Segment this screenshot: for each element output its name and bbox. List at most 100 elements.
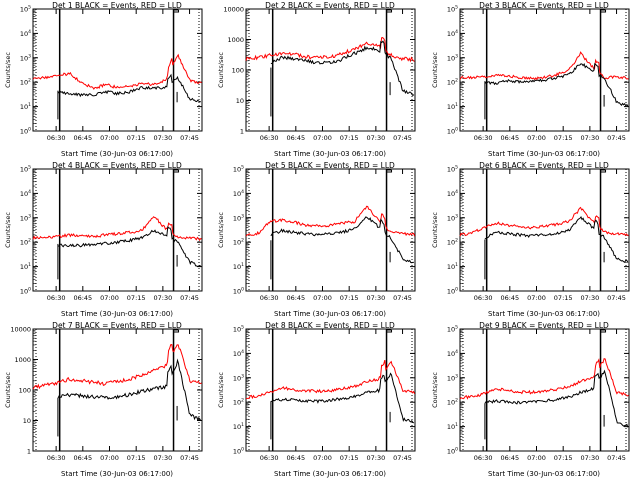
x-tick-label: 07:45 <box>607 294 626 302</box>
x-axis-label: Start Time (30-Jun-03 06:17:00) <box>274 150 386 158</box>
y-tick-label: 103 <box>447 53 458 62</box>
y-tick-label: 105 <box>447 325 458 334</box>
plot-frame <box>459 328 630 452</box>
chart-title: Det 7 BLACK = Events, RED = LLD <box>52 321 182 330</box>
x-axis-label: Start Time (30-Jun-03 06:17:00) <box>274 310 386 318</box>
series-lld-line <box>32 216 202 242</box>
y-tick-label: 103 <box>233 213 244 222</box>
x-tick-label: 07:45 <box>180 454 199 462</box>
bracket-marker <box>386 9 393 13</box>
y-tick-label: 104 <box>447 29 458 38</box>
y-tick-label: 101 <box>447 102 458 111</box>
y-tick-label: 101 <box>233 262 244 271</box>
y-tick-label: 100 <box>447 127 458 136</box>
y-tick-label: 100 <box>20 287 31 296</box>
chart-det-4: Det 4 BLACK = Events, RED = LLD Counts/se… <box>4 161 203 318</box>
plot-frame <box>245 168 416 292</box>
x-tick-label: 07:00 <box>313 294 332 302</box>
x-tick-label: 07:00 <box>527 454 546 462</box>
y-tick-label: 101 <box>20 262 31 271</box>
x-tick-label: 07:45 <box>180 134 199 142</box>
plot-frame <box>32 168 203 292</box>
y-axis-label: Counts/sec <box>217 52 225 88</box>
y-axis-label: Counts/sec <box>4 372 12 408</box>
series-lld-line <box>459 206 629 237</box>
y-tick-label: 100 <box>19 387 31 395</box>
x-tick-label: 07:00 <box>100 134 119 142</box>
series-events-line <box>57 358 202 422</box>
y-tick-label: 102 <box>447 78 458 87</box>
plot-frame <box>459 8 630 132</box>
x-tick-label: 07:45 <box>393 294 412 302</box>
chart-title: Det 5 BLACK = Events, RED = LLD <box>265 161 395 170</box>
y-tick-label: 101 <box>447 262 458 271</box>
x-tick-label: 06:30 <box>47 294 66 302</box>
y-tick-label: 10 <box>23 417 31 425</box>
series-events-line <box>57 225 202 268</box>
x-tick-label: 06:30 <box>260 294 279 302</box>
series-events-line <box>484 369 629 428</box>
x-tick-label: 07:15 <box>554 294 573 302</box>
x-tick-label: 06:30 <box>474 294 493 302</box>
y-tick-label: 102 <box>233 238 244 247</box>
x-tick-label: 07:15 <box>127 294 146 302</box>
x-tick-label: 07:30 <box>580 454 599 462</box>
chart-title: Det 1 BLACK = Events, RED = LLD <box>52 1 182 10</box>
series-lld-line <box>459 51 629 81</box>
plot-frame <box>459 168 630 292</box>
x-tick-label: 07:30 <box>366 134 385 142</box>
y-tick-label: 103 <box>20 53 31 62</box>
x-tick-label: 07:15 <box>340 294 359 302</box>
bracket-marker <box>173 169 180 173</box>
x-tick-label: 07:15 <box>554 134 573 142</box>
x-tick-label: 07:15 <box>340 454 359 462</box>
y-tick-label: 104 <box>20 29 31 38</box>
y-tick-label: 100 <box>233 447 244 456</box>
x-tick-label: 06:45 <box>286 134 305 142</box>
y-tick-label: 105 <box>233 165 244 174</box>
chart-det-7: Det 7 BLACK = Events, RED = LLD Counts/se… <box>4 321 203 478</box>
y-tick-label: 104 <box>447 349 458 358</box>
y-tick-label: 102 <box>447 238 458 247</box>
series-lld-line <box>459 357 629 400</box>
y-tick-label: 105 <box>20 5 31 14</box>
x-axis-label: Start Time (30-Jun-03 06:17:00) <box>488 470 600 478</box>
y-tick-label: 105 <box>20 165 31 174</box>
x-tick-label: 07:30 <box>366 454 385 462</box>
y-axis-label: Counts/sec <box>4 212 12 248</box>
chart-det-5: Det 5 BLACK = Events, RED = LLD Counts/se… <box>217 161 416 318</box>
y-tick-label: 104 <box>233 189 244 198</box>
x-tick-label: 06:45 <box>286 454 305 462</box>
y-tick-label: 100 <box>447 287 458 296</box>
y-tick-label: 102 <box>447 398 458 407</box>
y-tick-label: 104 <box>20 189 31 198</box>
x-tick-label: 07:15 <box>340 134 359 142</box>
x-tick-label: 07:00 <box>527 294 546 302</box>
x-tick-label: 07:30 <box>580 134 599 142</box>
chart-det-3: Det 3 BLACK = Events, RED = LLD Counts/se… <box>431 1 630 158</box>
x-axis-label: Start Time (30-Jun-03 06:17:00) <box>61 150 173 158</box>
x-tick-label: 07:30 <box>366 294 385 302</box>
x-axis-label: Start Time (30-Jun-03 06:17:00) <box>488 310 600 318</box>
y-tick-label: 104 <box>233 349 244 358</box>
y-tick-label: 10000 <box>223 6 244 14</box>
x-tick-label: 07:00 <box>100 294 119 302</box>
x-axis-label: Start Time (30-Jun-03 06:17:00) <box>61 470 173 478</box>
series-events-line <box>270 372 415 424</box>
x-tick-label: 06:30 <box>474 134 493 142</box>
x-tick-label: 07:00 <box>527 134 546 142</box>
chart-title: Det 9 BLACK = Events, RED = LLD <box>479 321 609 330</box>
chart-title: Det 8 BLACK = Events, RED = LLD <box>265 321 395 330</box>
x-tick-label: 06:30 <box>260 454 279 462</box>
x-tick-label: 07:00 <box>313 454 332 462</box>
x-tick-label: 06:45 <box>73 134 92 142</box>
x-tick-label: 07:30 <box>153 134 172 142</box>
x-tick-label: 06:30 <box>47 454 66 462</box>
series-lld-line <box>32 344 202 390</box>
chart-det-1: Det 1 BLACK = Events, RED = LLD Counts/se… <box>4 1 203 158</box>
x-tick-label: 07:45 <box>607 454 626 462</box>
y-tick-label: 105 <box>447 165 458 174</box>
bracket-marker <box>600 169 607 173</box>
x-tick-label: 06:45 <box>286 294 305 302</box>
